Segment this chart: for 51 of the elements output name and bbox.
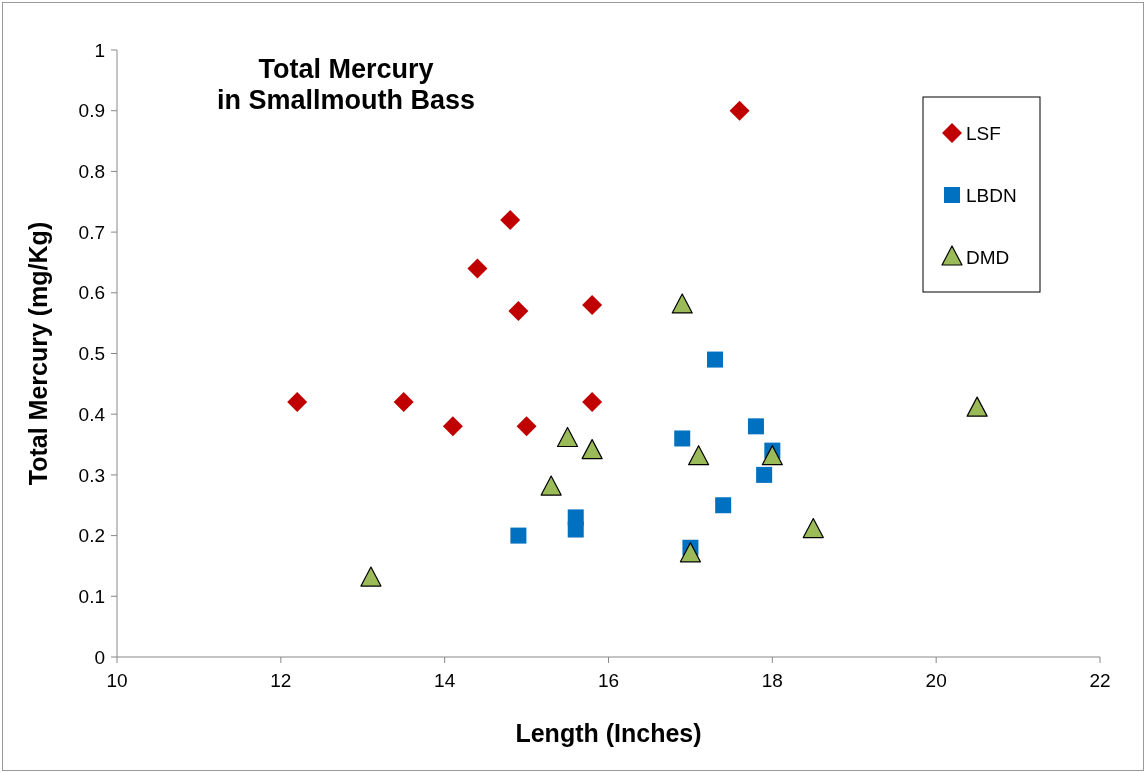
point (442, 416, 463, 437)
point (467, 258, 488, 279)
point (393, 392, 414, 413)
x-tick-label: 12 (270, 670, 292, 691)
y-tick-label: 0 (94, 646, 105, 668)
x-tick-label: 18 (761, 670, 783, 691)
legend-label: LSF (966, 122, 1001, 144)
point (747, 418, 764, 435)
point (761, 445, 783, 466)
point (966, 396, 988, 417)
point (360, 566, 382, 587)
point (802, 517, 824, 539)
y-axis-title: Total Mercury (mg/Kg) (24, 221, 52, 486)
x-tick-label: 22 (1089, 670, 1111, 691)
point (715, 497, 732, 514)
legend-label: DMD (966, 246, 1010, 268)
x-tick-label: 20 (925, 670, 947, 691)
x-axis-title: Length (Inches) (515, 719, 702, 747)
y-tick-label: 0.8 (78, 161, 105, 183)
point (756, 466, 773, 483)
point (706, 351, 723, 368)
y-tick-label: 0.1 (78, 585, 105, 607)
y-tick-label: 0.6 (78, 282, 105, 304)
y-tick-label: 0.9 (78, 100, 105, 122)
x-tick-label: 16 (597, 670, 620, 691)
y-tick-label: 0.3 (78, 464, 105, 486)
point (508, 301, 529, 322)
point (729, 100, 750, 121)
y-tick-label: 1 (94, 39, 105, 61)
point (567, 521, 584, 538)
y-tick-label: 0.2 (78, 525, 105, 547)
point (500, 209, 521, 230)
point (287, 392, 308, 413)
point (581, 439, 603, 460)
x-tick-label: 10 (106, 670, 128, 691)
point (516, 416, 537, 437)
text: Total Mercury in Smallmouth Bass (216, 54, 476, 115)
point (540, 475, 562, 496)
point (679, 542, 702, 563)
point (671, 293, 693, 314)
point (674, 430, 691, 447)
legend-label: LBDN (966, 184, 1017, 206)
point (688, 445, 710, 466)
x-tick-label: 14 (434, 670, 456, 691)
y-tick-label: 0.7 (78, 221, 105, 243)
point (510, 527, 527, 544)
point (582, 392, 603, 413)
point (556, 426, 579, 448)
point (582, 294, 603, 315)
y-tick-label: 0.4 (78, 403, 106, 425)
y-tick-label: 0.5 (78, 343, 105, 365)
